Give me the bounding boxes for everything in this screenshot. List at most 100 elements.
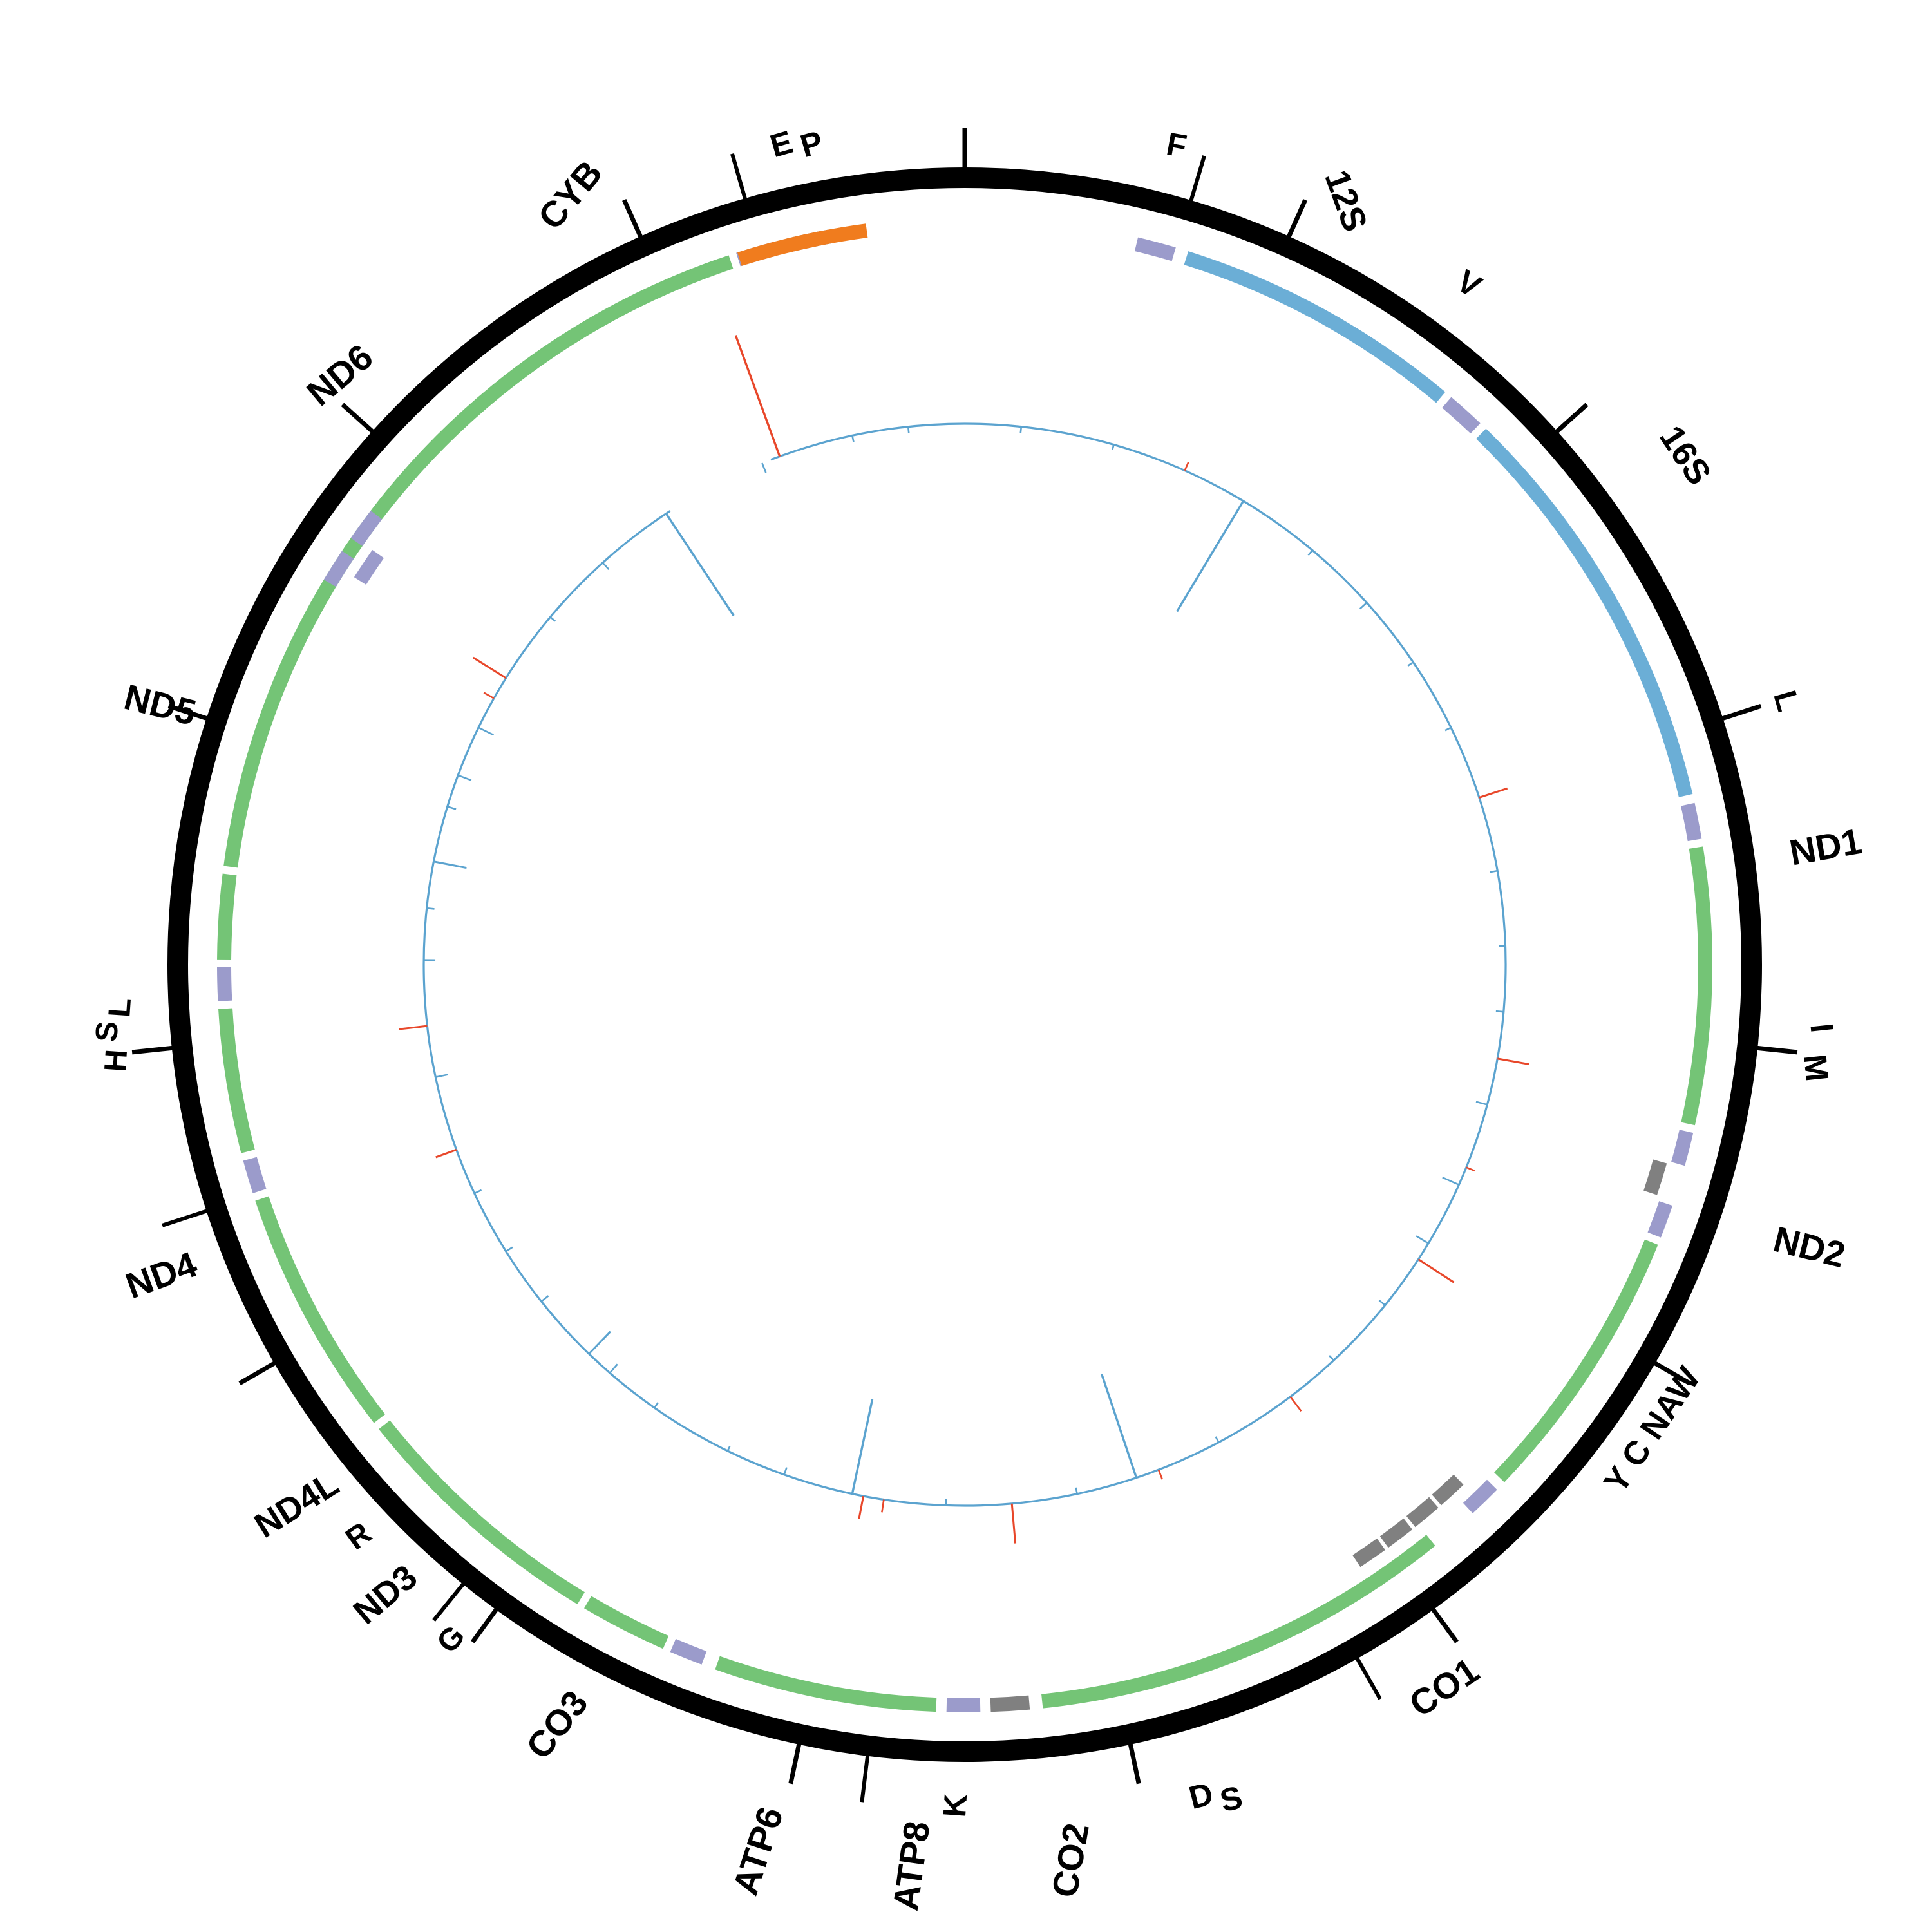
feature-arc-l2[interactable] [350, 510, 383, 546]
feature-arc-r[interactable] [217, 967, 232, 1001]
gene-label-co3: CO3 [518, 1683, 596, 1766]
coverage-spike [1010, 1503, 1017, 1544]
ruler-tick [622, 198, 644, 240]
ruler-tick [238, 1359, 278, 1386]
feature-arc-s2[interactable] [354, 549, 384, 585]
coverage-spike [858, 1495, 865, 1519]
feature-arc-nd3[interactable] [218, 1008, 255, 1153]
feature-arc-i[interactable] [1671, 1130, 1694, 1166]
feature-arc-nd4l[interactable] [217, 873, 237, 960]
coverage-spike [1378, 1300, 1386, 1306]
feature-arc-nd1[interactable] [1681, 846, 1712, 1126]
ruler-tick [131, 1045, 175, 1055]
gene-label-nd2: ND2 [1770, 1218, 1850, 1275]
coverage-spike [1442, 1177, 1459, 1186]
feature-arc-16s[interactable] [1476, 428, 1693, 797]
feature-arc-layer [217, 223, 1712, 1713]
feature-arc-m[interactable] [1647, 1201, 1673, 1238]
coverage-spike [783, 1467, 788, 1475]
feature-arc-k[interactable] [670, 1638, 707, 1665]
gene-label-atp6: ATP6 [724, 1802, 791, 1900]
coverage-spike [1407, 661, 1414, 667]
ruler-tick [788, 1741, 802, 1785]
feature-arc-atp8[interactable] [584, 1596, 669, 1649]
feature-arc-nd2[interactable] [1494, 1239, 1658, 1482]
coverage-spike [399, 1025, 428, 1030]
leader-ATP6 [432, 1580, 468, 1622]
coverage-spike [457, 774, 472, 781]
coverage-spike [1289, 1396, 1302, 1412]
coverage-spike [435, 1148, 457, 1159]
coverage-spike [1075, 1487, 1078, 1494]
tick-mark-layer [131, 128, 1798, 1785]
gene-label-nd6: ND6 [299, 336, 380, 413]
feature-arc-a[interactable] [1432, 1474, 1464, 1506]
feature-arc-12s[interactable] [1184, 251, 1446, 403]
coverage-spike [435, 1074, 449, 1078]
coverage-spike [474, 1189, 482, 1195]
coverage-spike [1466, 1166, 1475, 1172]
leader-G [162, 1208, 211, 1227]
coverage-spike [1444, 726, 1452, 732]
feature-arc-nd4[interactable] [223, 588, 331, 868]
gene-label-p: P [797, 124, 828, 164]
gene-label-nd4l: ND4L [248, 1464, 345, 1546]
gene-label-e: E [766, 124, 797, 164]
coverage-spike [1416, 1235, 1429, 1244]
gene-label-ycnaw: Y C NAW [1597, 1360, 1708, 1500]
feature-arc-w[interactable] [1463, 1479, 1497, 1513]
leader-Y [1354, 1654, 1382, 1700]
coverage-spike [472, 656, 507, 679]
feature-arc-co2[interactable] [715, 1656, 937, 1712]
feature-arc-y[interactable] [1352, 1538, 1385, 1567]
feature-arc-nd5[interactable] [377, 255, 734, 511]
gene-label-atp8: ATP8 [885, 1819, 938, 1913]
ruler-tick [1651, 1359, 1691, 1386]
gene-label-h: H [99, 1048, 134, 1073]
feature-arc-g[interactable] [243, 1157, 267, 1193]
feature-arc-n[interactable] [1406, 1497, 1439, 1528]
feature-arc-nd6[interactable] [737, 223, 868, 266]
feature-arc-v[interactable] [1442, 397, 1481, 434]
gene-label-nd5: ND5 [120, 676, 200, 733]
ruler-tick [341, 402, 376, 435]
gene-label-l: L [1766, 687, 1806, 715]
gene-label-l: L [102, 997, 138, 1018]
ruler-tick [1553, 402, 1589, 435]
coverage-track-layer [399, 335, 1530, 1544]
coverage-spike [601, 562, 610, 571]
coverage-spike [851, 435, 855, 442]
gene-label-f: F [1164, 126, 1189, 164]
ruler-tick [1754, 1045, 1798, 1055]
coverage-spike [1176, 500, 1245, 612]
gene-label-s: S [90, 1020, 125, 1043]
coverage-spike [1112, 444, 1115, 450]
feature-arc-q[interactable] [1643, 1159, 1667, 1195]
coverage-spike [1490, 869, 1498, 873]
gene-label-s: S [1217, 1779, 1246, 1819]
gene-label-cyb: CYB [530, 153, 610, 237]
coverage-spike [540, 1295, 549, 1302]
feature-arc-co1[interactable] [1041, 1535, 1435, 1709]
gene-label-12s: 12S [1317, 165, 1374, 236]
coverage-spike [1307, 549, 1313, 556]
coverage-spike [1329, 1355, 1334, 1361]
coverage-spike [478, 726, 494, 736]
feature-arc-h[interactable] [323, 551, 354, 587]
feature-arc-l[interactable] [1680, 802, 1702, 842]
feature-arc-atp6[interactable] [379, 1420, 585, 1605]
feature-arc-s[interactable] [990, 1695, 1030, 1712]
coverage-spike [734, 335, 781, 457]
coverage-spike [726, 1446, 731, 1452]
backbone-ring [167, 167, 1762, 1762]
feature-arc-co3[interactable] [255, 1196, 386, 1423]
coverage-spike [505, 1246, 513, 1253]
feature-arc-c[interactable] [1379, 1518, 1413, 1548]
coverage-spike [1157, 1469, 1163, 1480]
coverage-spike [665, 513, 735, 616]
gene-label-nd4: ND4 [120, 1244, 202, 1307]
feature-arc-f[interactable] [1134, 237, 1176, 261]
backbone-ring-layer [167, 167, 1762, 1762]
